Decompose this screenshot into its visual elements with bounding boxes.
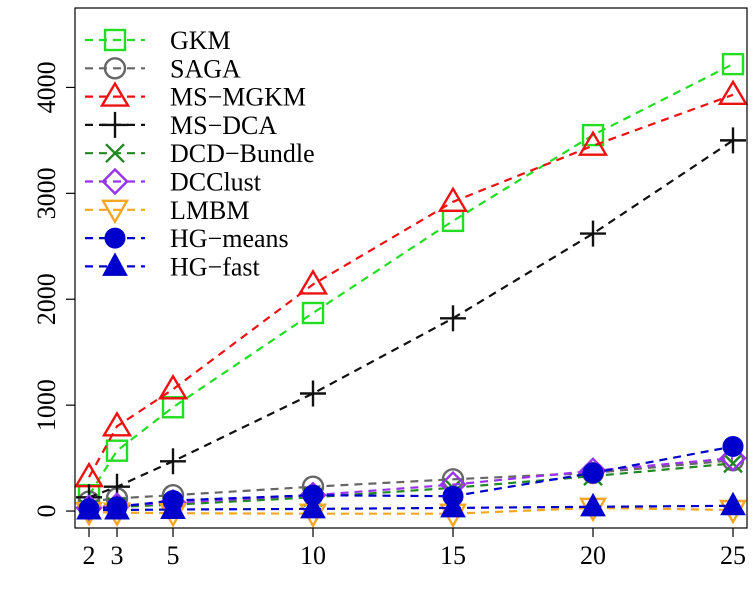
legend-label-gkm: GKM [170, 26, 231, 55]
data-point-ms-dca-5 [160, 448, 186, 475]
data-point-hg-fast-3 [104, 495, 130, 520]
data-point-gkm-15 [441, 209, 465, 233]
data-point-ms-dca-15 [440, 305, 466, 332]
data-point-ms-mgkm-25 [717, 79, 749, 106]
series-ms-dca [76, 127, 746, 511]
data-point-dcd-bundle-25 [723, 453, 743, 474]
data-point-hg-fast-15 [440, 493, 466, 518]
series-layer [73, 52, 749, 529]
y-tick-label-3000: 3000 [32, 167, 61, 219]
y-tick-label-0: 0 [32, 505, 61, 518]
legend-label-saga: SAGA [170, 54, 241, 83]
legend-item-ms-dca: MS−DCA [85, 111, 277, 140]
legend-label-dcd-bundle: DCD−Bundle [170, 139, 315, 168]
data-point-ms-mgkm-10 [297, 269, 329, 295]
x-tick-label-15: 15 [440, 541, 466, 570]
legend-label-ms-mgkm: MS−MGKM [170, 83, 306, 112]
y-axis: 0 1000 2000 3000 4000 [32, 61, 75, 518]
data-point-hg-fast-20 [580, 492, 606, 517]
x-tick-label-20: 20 [580, 541, 606, 570]
legend-label-dcclust: DCClust [170, 168, 262, 197]
data-point-ms-dca-25 [720, 127, 746, 154]
legend-item-gkm: GKM [85, 26, 231, 55]
data-point-hg-fast-25 [720, 491, 746, 516]
legend-marker-ms-mgkm [99, 81, 131, 107]
data-point-ms-mgkm-20 [577, 130, 609, 156]
legend-label-hg-means: HG−means [170, 224, 289, 253]
data-point-ms-mgkm-15 [437, 186, 469, 213]
legend-item-ms-mgkm: MS−MGKM [85, 81, 306, 112]
data-point-hg-fast-5 [160, 495, 186, 519]
data-point-ms-dca-20 [580, 220, 606, 247]
series-ms-mgkm [73, 79, 749, 488]
legend-marker-hg-means [104, 227, 126, 249]
data-point-gkm-3 [105, 439, 129, 462]
plot-frame [74, 7, 748, 529]
data-point-hg-means-20 [582, 462, 604, 484]
y-tick-label-2000: 2000 [32, 273, 61, 325]
data-point-gkm-25 [721, 52, 745, 76]
legend-item-dcd-bundle: DCD−Bundle [85, 139, 315, 168]
legend-item-hg-fast: HG−fast [85, 252, 261, 281]
y-tick-label-1000: 1000 [32, 379, 61, 431]
legend-marker-ms-dca [102, 111, 128, 138]
legend-item-lmbm: LMBM [85, 196, 249, 225]
legend-label-hg-fast: HG−fast [170, 252, 261, 281]
x-tick-label-3: 3 [111, 541, 124, 570]
data-point-ms-dca-10 [300, 380, 326, 407]
series-line-ms-mgkm [88, 93, 734, 478]
x-tick-label-10: 10 [300, 541, 326, 570]
legend-marker-dcclust [101, 167, 129, 196]
x-tick-label-2: 2 [83, 541, 96, 570]
legend-marker-lmbm [100, 199, 130, 225]
legend-label-ms-dca: MS−DCA [170, 111, 277, 140]
legend-item-dcclust: DCClust [85, 168, 262, 197]
data-point-gkm-10 [301, 301, 325, 325]
legend: GKMSAGAMS−MGKMMS−DCADCD−BundleDCClustLMB… [85, 26, 315, 281]
series-hg-fast [76, 491, 746, 520]
y-tick-label-4000: 4000 [32, 61, 61, 113]
x-axis: 2 3 5 10 15 20 25 [83, 528, 746, 570]
legend-item-saga: SAGA [85, 54, 241, 83]
data-point-ms-mgkm-5 [157, 373, 189, 400]
legend-marker-saga [103, 57, 127, 80]
legend-marker-hg-fast [102, 252, 128, 276]
data-point-dcclust-25 [719, 444, 747, 472]
x-tick-label-5: 5 [167, 541, 180, 570]
x-tick-label-25: 25 [720, 541, 746, 570]
data-point-gkm-20 [581, 123, 605, 147]
data-point-gkm-5 [161, 396, 185, 419]
legend-item-hg-means: HG−means [85, 224, 289, 253]
legend-marker-dcd-bundle [105, 143, 125, 164]
data-point-hg-means-25 [722, 435, 744, 457]
data-point-ms-mgkm-3 [101, 410, 133, 437]
legend-marker-gkm [103, 28, 127, 52]
data-point-hg-fast-10 [300, 494, 326, 519]
data-point-hg-fast-2 [76, 495, 102, 520]
legend-label-lmbm: LMBM [170, 196, 249, 225]
